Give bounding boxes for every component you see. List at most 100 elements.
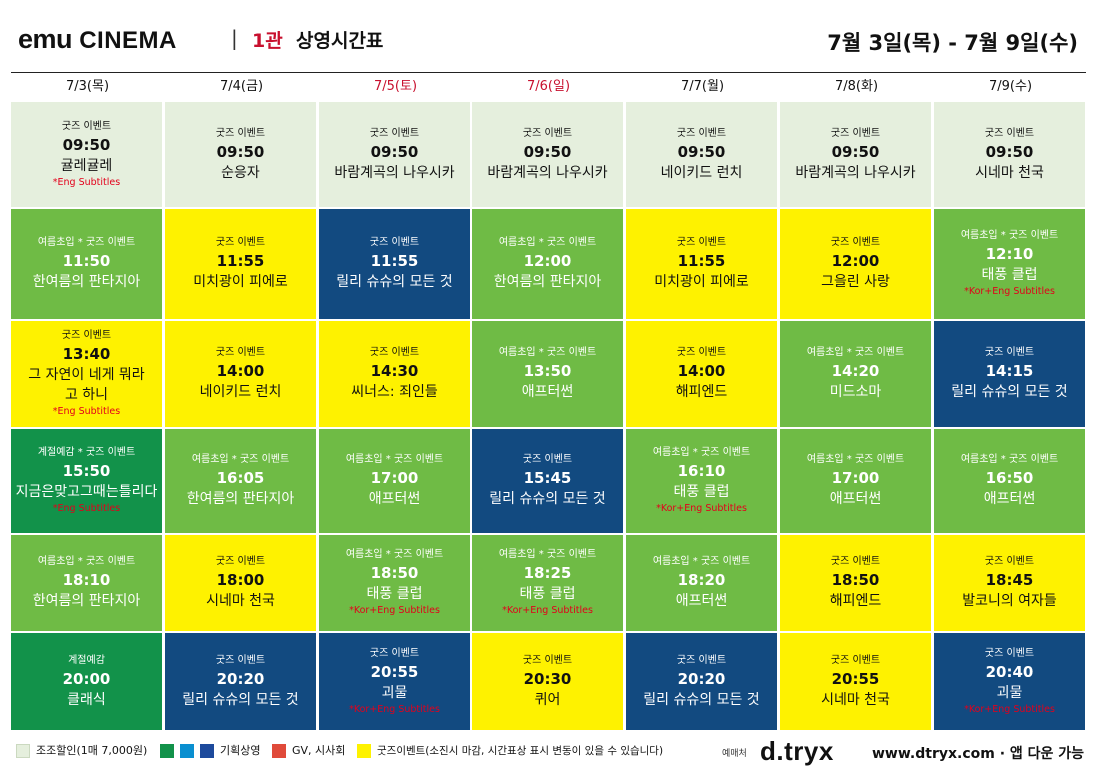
screening-event: 계절예감 * 굿즈 이벤트 [37,447,136,458]
movie-title: 바람계곡의 나우시카 [795,164,916,181]
screening-time: 14:15 [985,362,1034,380]
screening-time: 12:00 [831,252,880,270]
day-header-5: 7/7(월) [680,79,725,94]
page-title: 상영시간표 [296,30,384,52]
screening-event: 여름초입 * 굿즈 이벤트 [498,549,597,560]
movie-title: 릴리 슈슈의 모든 것 [336,274,453,290]
movie-title: 네이키드 런치 [660,164,743,181]
screening-cell: 여름초입 * 굿즈 이벤트 13:50 애프터썬 [472,321,623,427]
screening-event: 굿즈 이벤트 [984,647,1035,659]
movie-title: 태풍 클럽 [519,586,576,602]
subtitle-note: *Eng Subtitles [52,406,121,417]
screening-cell: 굿즈 이벤트 18:50 해피엔드 [780,535,931,631]
screening-time: 11:55 [677,252,726,270]
screening-cell: 굿즈 이벤트 20:55 시네마 천국 [780,633,931,730]
screening-time: 13:50 [523,362,572,380]
screening-cell: 여름초입 * 굿즈 이벤트 18:20 애프터썬 [626,535,777,631]
screening-time: 17:00 [831,469,880,487]
subtitle-note: *Kor+Eng Subtitles [349,605,440,616]
screening-event: 굿즈 이벤트 [676,347,727,358]
movie-title: 애프터썬 [521,384,574,400]
screening-event: 굿즈 이벤트 [215,654,266,666]
screening-event: 여름초입 * 굿즈 이벤트 [652,556,751,567]
screening-cell: 굿즈 이벤트 11:55 미치광이 피에로 [165,209,316,319]
movie-title: 태풍 클럽 [366,586,423,602]
screening-event: 여름초입 * 굿즈 이벤트 [806,347,905,358]
movie-title: 시네마 천국 [821,691,890,708]
screening-time: 17:00 [370,469,419,487]
screening-time: 14:20 [831,362,880,380]
movie-title: 한여름의 판타지아 [493,274,602,290]
screening-cell: 굿즈 이벤트 09:50 시네마 천국 [934,102,1085,207]
screening-event: 굿즈 이벤트 [676,654,727,666]
screening-event: 굿즈 이벤트 [369,347,420,358]
movie-title: 시네마 천국 [975,164,1044,181]
screening-time: 13:40 [62,345,111,363]
screening-event: 여름초입 * 굿즈 이벤트 [191,454,290,465]
screening-time: 15:45 [523,469,572,487]
screening-time: 09:50 [523,142,572,161]
movie-title: 바람계곡의 나우시카 [334,164,455,181]
screening-cell: 굿즈 이벤트 11:55 미치광이 피에로 [626,209,777,319]
day-header-4: 7/6(일) [526,79,571,94]
screening-time: 18:50 [831,571,880,589]
screening-event: 굿즈 이벤트 [830,654,881,666]
screening-event: 굿즈 이벤트 [215,237,266,248]
movie-title: 발코니의 여자들 [962,593,1057,609]
screening-event: 굿즈 이벤트 [215,556,266,567]
subtitle-note: *Kor+Eng Subtitles [964,703,1055,715]
screening-event: 굿즈 이벤트 [984,347,1035,358]
movie-title: 릴리 슈슈의 모든 것 [489,491,606,507]
screening-event: 굿즈 이벤트 [830,127,881,139]
day-header-row: 7/3(목) 7/4(금) 7/5(토) 7/6(일) 7/7(월) 7/8(화) 7/9(… [11,74,1086,102]
screening-time: 16:50 [985,469,1034,487]
screening-event: 여름초입 * 굿즈 이벤트 [345,549,444,560]
movie-title: 한여름의 판타지아 [32,274,141,290]
legend-gv: GV, 시사회 [292,744,346,757]
screening-time: 09:50 [216,142,265,161]
goods-swatch [357,744,371,758]
screening-time: 16:10 [677,462,726,480]
legend-discount: 조조할인(1매 7,000원) [36,744,148,757]
screening-cell: 굿즈 이벤트 14:30 씨너스: 죄인들 [319,321,470,427]
movie-title: 그을린 사랑 [821,274,890,290]
movie-title: 네이키드 런치 [199,384,282,400]
screening-time: 18:25 [523,564,572,582]
screening-cell: 굿즈 이벤트 15:45 릴리 슈슈의 모든 것 [472,429,623,533]
screening-time: 20:00 [62,669,111,688]
screening-time: 18:10 [62,571,111,589]
screening-cell: 계절예감 20:00 클래식 [11,633,162,730]
movie-title: 한여름의 판타지아 [32,593,141,609]
screening-cell: 굿즈 이벤트 09:50 순응자 [165,102,316,207]
screening-time: 14:30 [370,362,419,380]
movie-title: 그 자연이 네게 뭐라고 하니 [28,367,145,403]
screening-cell: 굿즈 이벤트 09:50 바람계곡의 나우시카 [780,102,931,207]
screening-cell: 굿즈 이벤트 18:00 시네마 천국 [165,535,316,631]
screening-cell: 굿즈 이벤트 14:15 릴리 슈슈의 모든 것 [934,321,1085,427]
screening-time: 16:05 [216,469,265,487]
screening-event: 굿즈 이벤트 [830,237,881,248]
screening-event: 굿즈 이벤트 [522,127,573,139]
special-swatch-blue [200,744,214,758]
dtryx-logo: d.tryx [760,736,834,766]
screening-time: 20:20 [677,669,726,688]
screening-event: 여름초입 * 굿즈 이벤트 [37,237,136,248]
subtitle-note: *Eng Subtitles [52,503,121,514]
screening-event: 굿즈 이벤트 [676,237,727,248]
screening-event: 여름초입 * 굿즈 이벤트 [652,447,751,458]
screening-cell: 여름초입 * 굿즈 이벤트 17:00 애프터썬 [780,429,931,533]
screening-cell: 굿즈 이벤트 13:40 그 자연이 네게 뭐라고 하니 *Eng Subtitles [11,321,162,427]
movie-title: 씨너스: 죄인들 [351,384,438,400]
subtitle-note: *Kor+Eng Subtitles [349,703,440,715]
screening-time: 09:50 [370,142,419,161]
header-separator: | [231,26,238,50]
screening-cell: 굿즈 이벤트 09:50 바람계곡의 나우시카 [319,102,470,207]
special-swatch-sky [180,744,194,758]
movie-title: 태풍 클럽 [673,484,730,500]
booking-label: 예매처 [722,749,747,759]
schedule-period: 7월 3일(목) - 7월 9일(수) [827,31,1078,55]
screening-time: 14:00 [677,362,726,380]
screening-cell: 굿즈 이벤트 12:00 그을린 사랑 [780,209,931,319]
screening-time: 18:20 [677,571,726,589]
movie-title: 순응자 [221,164,260,181]
